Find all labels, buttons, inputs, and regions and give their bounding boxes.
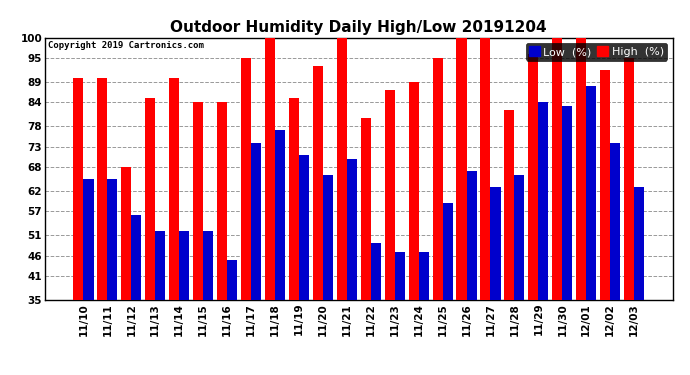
Bar	[179, 231, 189, 375]
Bar	[442, 203, 453, 375]
Bar	[83, 179, 94, 375]
Bar	[193, 102, 203, 375]
Bar	[108, 179, 117, 375]
Bar	[217, 102, 227, 375]
Bar	[419, 252, 428, 375]
Bar	[289, 98, 299, 375]
Bar	[562, 106, 573, 375]
Bar	[624, 58, 634, 375]
Bar	[121, 167, 131, 375]
Bar	[347, 159, 357, 375]
Bar	[384, 90, 395, 375]
Bar	[275, 130, 285, 375]
Bar	[433, 58, 442, 375]
Legend: Low  (%), High  (%): Low (%), High (%)	[526, 43, 667, 60]
Bar	[251, 142, 261, 375]
Title: Outdoor Humidity Daily High/Low 20191204: Outdoor Humidity Daily High/Low 20191204	[170, 20, 547, 35]
Bar	[361, 118, 371, 375]
Bar	[395, 252, 405, 375]
Bar	[155, 231, 166, 375]
Bar	[203, 231, 213, 375]
Bar	[241, 58, 251, 375]
Bar	[610, 142, 620, 375]
Bar	[337, 38, 347, 375]
Text: Copyright 2019 Cartronics.com: Copyright 2019 Cartronics.com	[48, 42, 204, 51]
Bar	[491, 187, 500, 375]
Bar	[313, 66, 323, 375]
Bar	[515, 175, 524, 375]
Bar	[131, 215, 141, 375]
Bar	[457, 38, 466, 375]
Bar	[371, 243, 381, 375]
Bar	[634, 187, 644, 375]
Bar	[504, 110, 515, 375]
Bar	[265, 38, 275, 375]
Bar	[227, 260, 237, 375]
Bar	[97, 78, 108, 375]
Bar	[529, 54, 538, 375]
Bar	[586, 86, 596, 375]
Bar	[408, 82, 419, 375]
Bar	[552, 38, 562, 375]
Bar	[73, 78, 83, 375]
Bar	[466, 171, 477, 375]
Bar	[299, 154, 309, 375]
Bar	[600, 70, 610, 375]
Bar	[576, 38, 586, 375]
Bar	[538, 102, 549, 375]
Bar	[169, 78, 179, 375]
Bar	[145, 98, 155, 375]
Bar	[323, 175, 333, 375]
Bar	[480, 38, 491, 375]
